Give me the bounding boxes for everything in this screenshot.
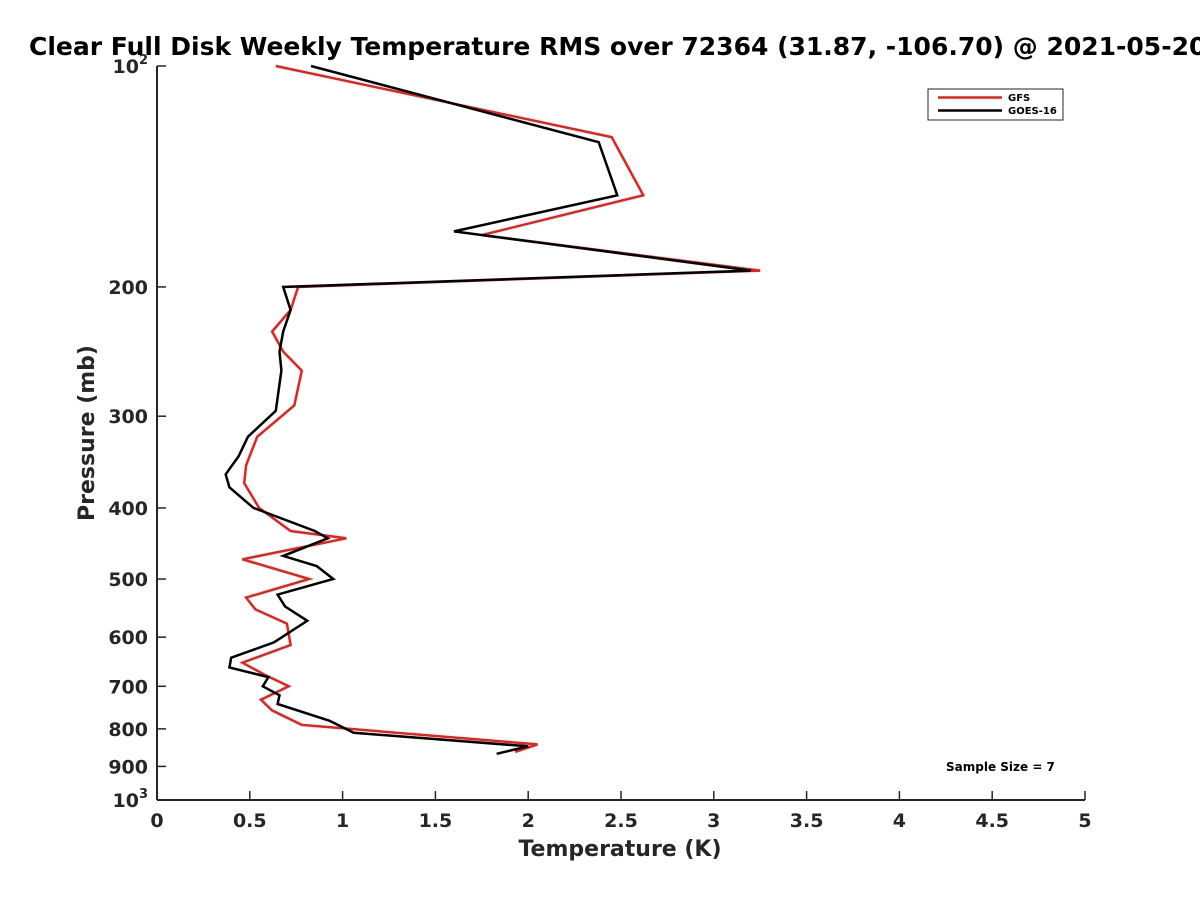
y-tick-label: 500 xyxy=(108,569,148,591)
x-tick-label: 5 xyxy=(1078,810,1091,832)
series-line-gfs xyxy=(239,64,761,754)
x-tick-label: 2.5 xyxy=(604,810,638,832)
y-tick-label: 900 xyxy=(108,756,148,778)
legend-label-goes16: GOES-16 xyxy=(1008,106,1057,117)
x-tick-label: 3 xyxy=(707,810,720,832)
axes-layer: 0 0.5 1 1.5 2 2.5 3 3.5 4 4.5 5 102 200 300 400 500 600 7… xyxy=(108,53,1091,832)
legend: GFS GOES-16 xyxy=(927,88,1064,121)
x-tick-label: 4.5 xyxy=(975,810,1009,832)
x-tick-label: 3.5 xyxy=(790,810,824,832)
x-tick-label: 4 xyxy=(893,810,906,832)
y-tick-label: 400 xyxy=(108,498,148,520)
x-tick-label: 1.5 xyxy=(419,810,453,832)
y-tick-label: 102 xyxy=(113,53,149,78)
series-layer xyxy=(224,64,761,756)
legend-label-gfs: GFS xyxy=(1008,93,1030,104)
sample-size-annotation: Sample Size = 7 xyxy=(946,760,1055,774)
x-axis-label: Temperature (K) xyxy=(518,837,721,862)
y-tick-label: 300 xyxy=(108,406,148,428)
x-tick-label: 2 xyxy=(522,810,535,832)
y-tick-label: 600 xyxy=(108,627,148,649)
chart-title: Clear Full Disk Weekly Temperature RMS o… xyxy=(29,32,1200,61)
x-tick-label: 1 xyxy=(336,810,349,832)
series-line-goes16 xyxy=(224,64,752,756)
y-tick-label: 200 xyxy=(108,277,148,299)
y-axis-label: Pressure (mb) xyxy=(75,345,100,521)
x-tick-label: 0 xyxy=(150,810,163,832)
y-tick-label: 103 xyxy=(113,787,149,812)
y-tick-label: 800 xyxy=(108,719,148,741)
x-tick-label: 0.5 xyxy=(233,810,267,832)
y-tick-label: 700 xyxy=(108,676,148,698)
legend-box xyxy=(927,88,1064,121)
